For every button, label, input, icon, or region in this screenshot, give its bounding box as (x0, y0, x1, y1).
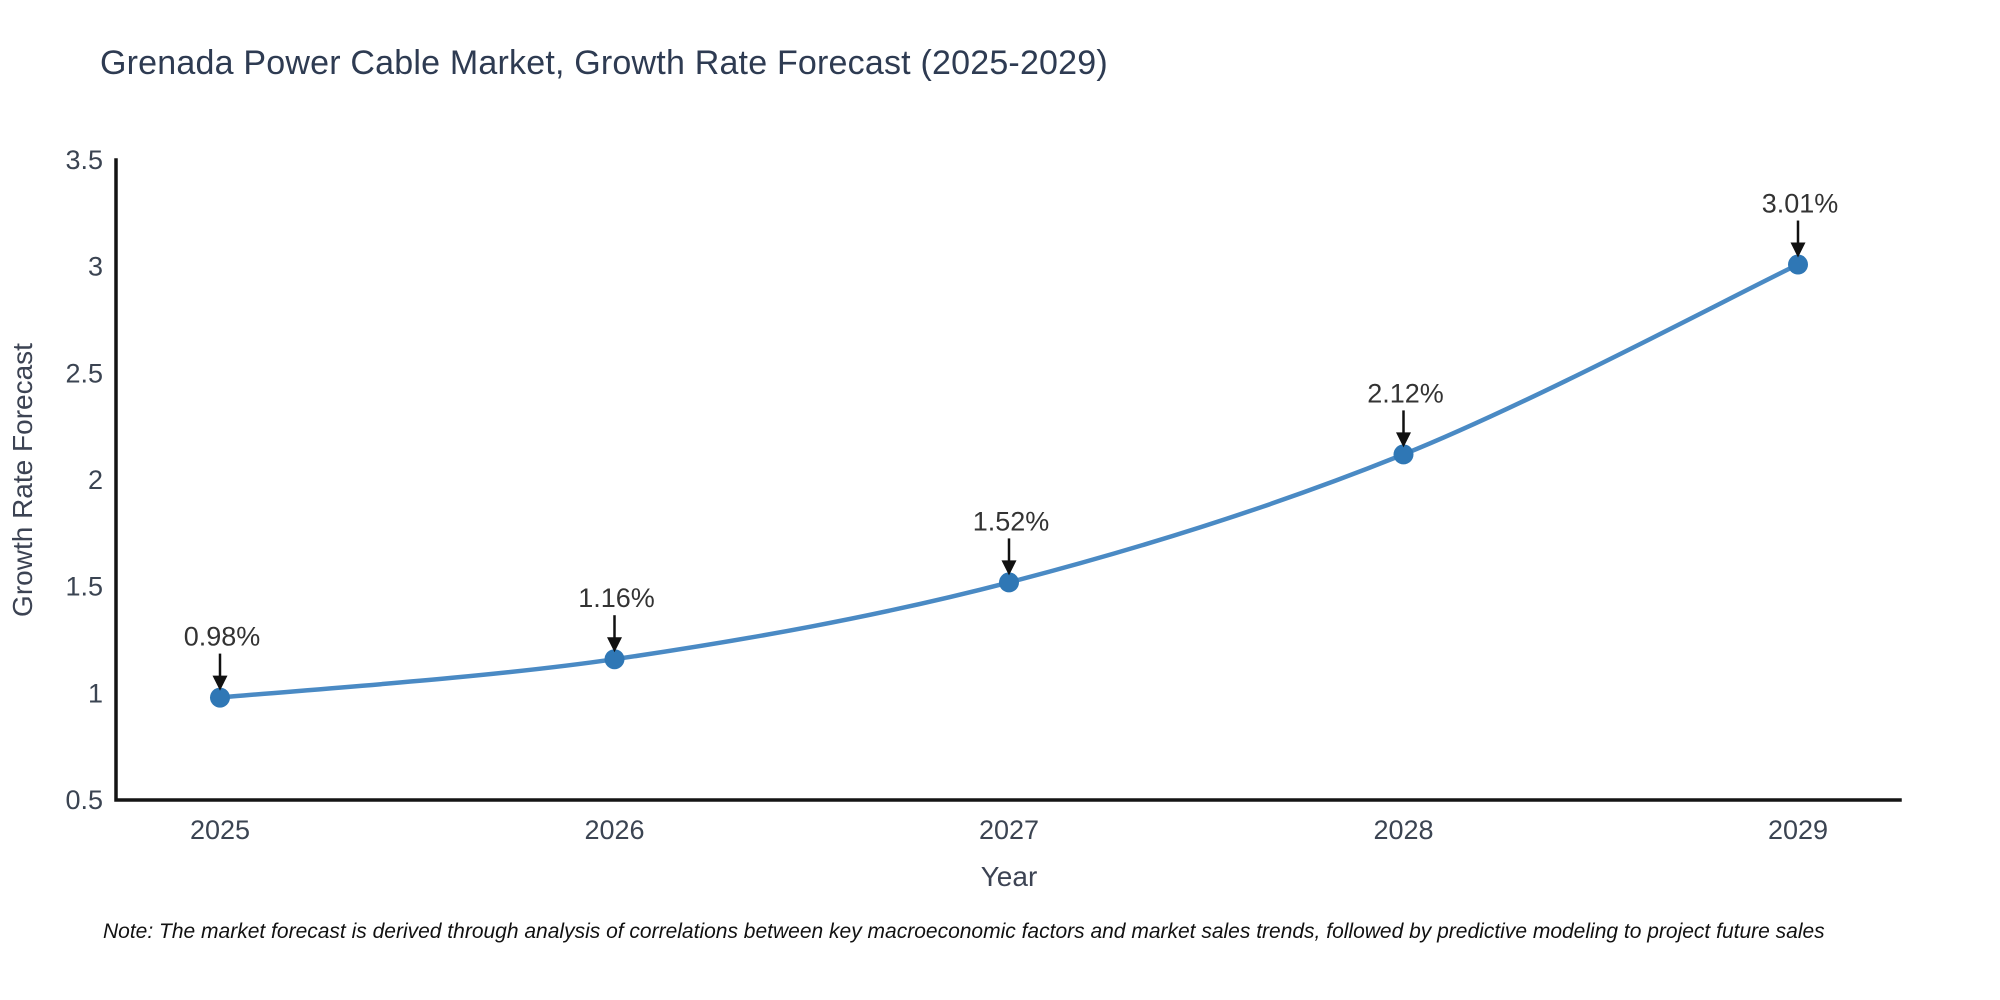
y-tick-label: 3 (88, 252, 103, 282)
annotation-arrowhead (1790, 242, 1806, 258)
y-tick-label: 0.5 (65, 785, 103, 815)
y-axis-title: Growth Rate Forecast (7, 343, 38, 617)
x-tick-label: 2026 (584, 815, 644, 845)
annotation-arrowhead (212, 675, 228, 691)
data-point-marker (210, 687, 230, 708)
data-point-label: 1.52% (973, 506, 1050, 536)
y-tick-label: 1.5 (65, 572, 103, 602)
axis-spines (114, 158, 1902, 802)
x-tick-label: 2029 (1768, 815, 1828, 845)
x-tick-label: 2028 (1373, 815, 1433, 845)
chart-title: Grenada Power Cable Market, Growth Rate … (100, 44, 1108, 82)
data-point-label: 3.01% (1762, 189, 1839, 219)
x-tick-label: 2025 (190, 815, 250, 845)
annotation-arrowhead (607, 637, 622, 653)
x-tick-label: 2027 (979, 815, 1039, 845)
data-point-marker (1788, 254, 1808, 275)
y-tick-label: 2 (88, 465, 103, 495)
x-axis-title: Year (981, 861, 1038, 892)
data-point-label: 2.12% (1367, 378, 1444, 408)
y-tick-label: 3.5 (65, 145, 103, 175)
annotation-arrowhead (1001, 560, 1017, 576)
data-point-marker (604, 649, 625, 670)
data-point-marker (999, 572, 1019, 593)
y-tick-label: 1 (88, 678, 103, 708)
y-tick-label: 2.5 (65, 358, 103, 388)
data-point-label: 1.16% (578, 583, 655, 613)
data-point-label: 0.98% (184, 622, 261, 652)
annotation-arrowhead (1396, 432, 1411, 448)
footnote: Note: The market forecast is derived thr… (103, 920, 1825, 943)
forecast-line (219, 262, 1799, 700)
data-point-marker (1393, 444, 1414, 465)
